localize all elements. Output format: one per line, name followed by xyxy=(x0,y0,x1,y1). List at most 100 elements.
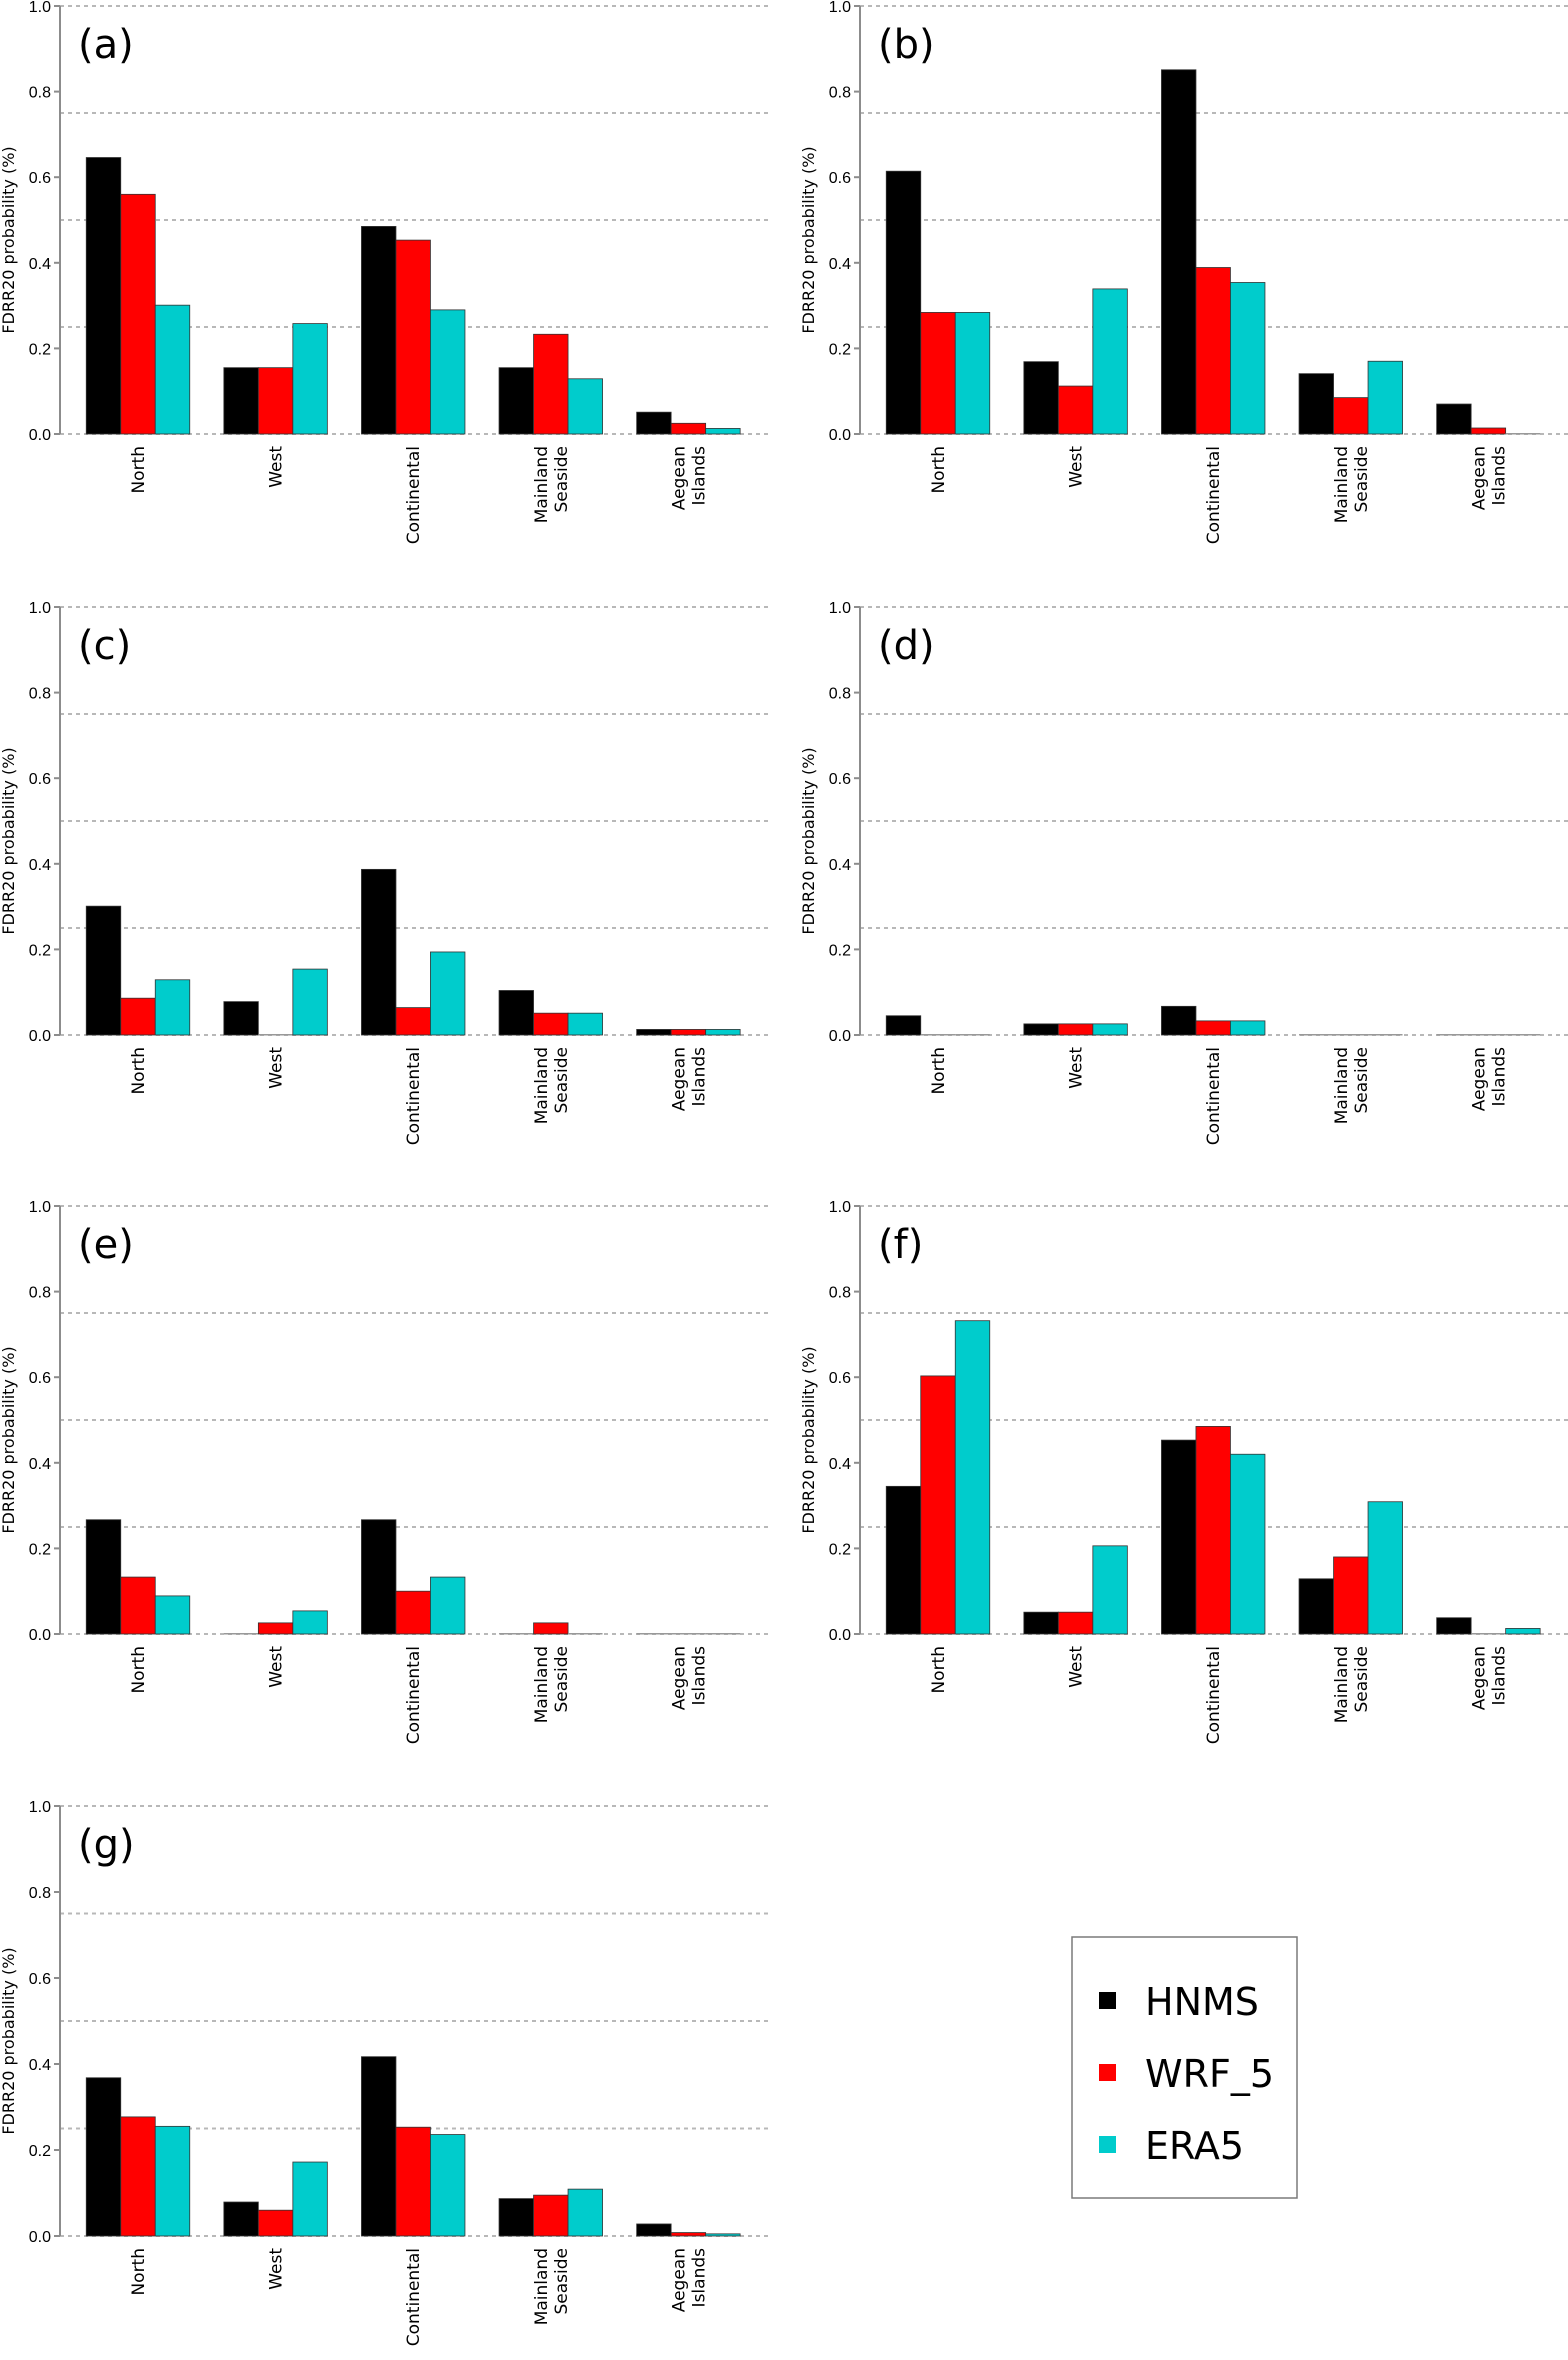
x-tick-label: North xyxy=(129,2248,149,2296)
bar-wrf_5-mainland-seaside xyxy=(533,333,569,435)
bar-hnms-mainland-seaside xyxy=(498,990,534,1036)
x-tick-label: Seaside xyxy=(1352,1047,1372,1114)
x-tick-label: Islands xyxy=(1489,446,1509,506)
x-tick-label: Continental xyxy=(404,2248,424,2346)
bar-era5-mainland-seaside xyxy=(567,1012,603,1036)
bar-wrf_5-continental xyxy=(395,2126,431,2237)
bar-era5-north xyxy=(954,312,991,435)
y-tick-label: 0.4 xyxy=(829,857,851,874)
x-tick-label: West xyxy=(267,1047,287,1089)
x-tick-label: Continental xyxy=(1204,1047,1224,1145)
bar-wrf_5-aegean-islands xyxy=(1471,1034,1506,1036)
x-tick-label: Seaside xyxy=(552,1047,572,1114)
bar-wrf_5-west xyxy=(1057,1611,1094,1635)
bar-era5-mainland-seaside xyxy=(1367,360,1403,435)
bar-wrf_5-mainland-seaside xyxy=(1333,1034,1369,1036)
panel-g: 0.0 0.2 0.4 0.6 0.8 1.0 FDRR20 probability (%)… xyxy=(0,1799,768,2346)
x-tick-label: Aegean xyxy=(1469,1646,1489,1710)
y-tick-label: 0.8 xyxy=(29,85,51,102)
x-tick-label: West xyxy=(267,2248,287,2290)
panel-e: 0.0 0.2 0.4 0.6 0.8 1.0 FDRR20 probability (%)… xyxy=(0,1199,768,1744)
bar-wrf_5-west xyxy=(1057,385,1094,435)
y-tick-label: 0.8 xyxy=(29,686,51,703)
y-tick-label: 1.0 xyxy=(829,600,851,617)
x-tick-label: Seaside xyxy=(1352,446,1372,513)
bar-era5-aegean-islands xyxy=(1505,1034,1541,1036)
panel-label: (a) xyxy=(78,22,134,68)
bar-era5-west xyxy=(292,968,328,1036)
x-tick-label: Islands xyxy=(689,1047,709,1107)
x-tick-label: Islands xyxy=(689,2248,709,2308)
y-tick-label: 0.4 xyxy=(29,1456,51,1473)
bar-era5-aegean-islands xyxy=(1505,433,1541,435)
bar-era5-mainland-seaside xyxy=(1367,1501,1403,1635)
panel-c: 0.0 0.2 0.4 0.6 0.8 1.0 FDRR20 probability (%)… xyxy=(0,600,768,1145)
bar-hnms-continental xyxy=(361,868,397,1036)
y-axis-label: FDRR20 probability (%) xyxy=(0,1947,18,2134)
bar-hnms-continental xyxy=(1161,1005,1197,1036)
y-tick-label: 0.2 xyxy=(829,1541,851,1558)
x-tick-label: Mainland xyxy=(1332,1047,1352,1124)
x-tick-label: Aegean xyxy=(1469,1047,1489,1111)
bar-hnms-west xyxy=(223,2201,259,2237)
bar-wrf_5-north xyxy=(920,312,956,435)
y-axis-label: FDRR20 probability (%) xyxy=(799,747,818,934)
y-tick-label: 0.8 xyxy=(829,686,851,703)
bar-hnms-aegean-islands xyxy=(1436,1034,1472,1036)
x-tick-label: Islands xyxy=(1489,1646,1509,1706)
bar-hnms-north xyxy=(885,1485,922,1635)
y-tick-label: 0.8 xyxy=(29,1285,51,1302)
panel-f: 0.0 0.2 0.4 0.6 0.8 1.0 FDRR20 probability (%)… xyxy=(799,1199,1568,1744)
bar-wrf_5-aegean-islands xyxy=(670,1029,707,1036)
bar-era5-north xyxy=(154,1595,191,1635)
x-tick-label: Seaside xyxy=(552,446,572,513)
bar-wrf_5-aegean-islands xyxy=(670,2232,707,2237)
bar-wrf_5-continental xyxy=(395,1007,431,1036)
panel-label: (b) xyxy=(878,22,935,68)
bar-era5-west xyxy=(1092,1023,1128,1036)
bar-era5-aegean-islands xyxy=(1505,1628,1541,1635)
y-tick-label: 0.2 xyxy=(829,341,851,358)
legend-swatch-wrf_5 xyxy=(1099,2064,1116,2081)
y-tick-label: 0.6 xyxy=(29,1370,51,1387)
bar-hnms-mainland-seaside xyxy=(1299,1034,1334,1036)
bar-era5-mainland-seaside xyxy=(568,1633,603,1635)
x-tick-label: West xyxy=(1067,1047,1087,1089)
bar-hnms-aegean-islands xyxy=(636,1029,672,1036)
legend: HNMS WRF_5 ERA5 xyxy=(1071,1936,1298,2199)
bar-wrf_5-continental xyxy=(1195,1020,1231,1036)
bar-wrf_5-mainland-seaside xyxy=(533,2194,569,2237)
x-tick-label: Mainland xyxy=(532,2248,552,2325)
bar-wrf_5-west xyxy=(257,2209,294,2237)
x-tick-label: North xyxy=(129,1646,149,1694)
y-tick-label: 1.0 xyxy=(29,600,51,617)
bar-hnms-west xyxy=(223,1001,259,1036)
y-tick-label: 0.6 xyxy=(29,771,51,788)
bar-wrf_5-north xyxy=(120,193,156,435)
bar-wrf_5-mainland-seaside xyxy=(1333,1556,1369,1635)
bar-era5-continental xyxy=(430,2134,466,2237)
x-tick-label: Seaside xyxy=(1352,1646,1372,1713)
bar-hnms-aegean-islands xyxy=(636,1633,672,1635)
y-tick-label: 0.2 xyxy=(29,2143,51,2160)
bar-hnms-aegean-islands xyxy=(1436,1617,1472,1635)
x-tick-label: Islands xyxy=(689,446,709,506)
x-tick-label: Aegean xyxy=(669,446,689,510)
x-tick-label: Mainland xyxy=(532,1047,552,1124)
panel-label: (g) xyxy=(78,1822,135,1868)
bar-era5-north xyxy=(154,304,191,435)
bar-era5-mainland-seaside xyxy=(567,2188,603,2237)
x-tick-label: Seaside xyxy=(552,2248,572,2315)
y-tick-label: 0.6 xyxy=(829,771,851,788)
x-tick-label: North xyxy=(129,1047,149,1095)
x-tick-label: West xyxy=(267,446,287,488)
y-tick-label: 0.2 xyxy=(29,1541,51,1558)
bar-era5-north xyxy=(955,1034,990,1036)
panel-d: 0.0 0.2 0.4 0.6 0.8 1.0 FDRR20 probability (%)… xyxy=(799,600,1568,1145)
bar-wrf_5-north xyxy=(120,1576,156,1635)
bar-wrf_5-continental xyxy=(1195,1426,1231,1635)
bar-wrf_5-mainland-seaside xyxy=(533,1012,569,1036)
bar-era5-continental xyxy=(430,1576,466,1635)
bar-era5-continental xyxy=(430,309,466,435)
legend-swatch-era5 xyxy=(1099,2136,1116,2153)
